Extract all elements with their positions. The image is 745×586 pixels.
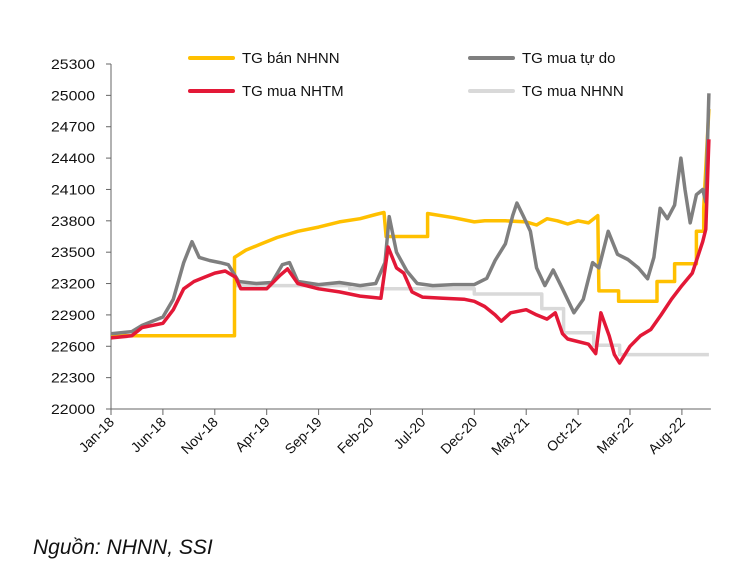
x-tick-label: Aug-22	[645, 414, 688, 457]
legend-item: TG mua NHNN	[468, 83, 624, 100]
line-chart: 22000 22300 22600 22900 23200 23500 23800 24100…	[51, 50, 711, 458]
y-tick-label: 22300	[51, 370, 95, 386]
legend-label: TG bán NHNN	[242, 50, 340, 67]
y-tick-label: 23200	[51, 276, 95, 292]
series-line-1	[111, 108, 711, 338]
x-tick-label: Sep-19	[281, 414, 324, 457]
y-tick-label: 24100	[51, 181, 95, 197]
legend-label: TG mua NHTM	[242, 83, 344, 100]
y-tick-label: 24400	[51, 150, 95, 166]
series-line-2	[110, 93, 711, 336]
y-tick-label: 22000	[51, 401, 95, 417]
legend-item: TG mua NHTM	[188, 83, 344, 100]
y-tick-label: 22900	[51, 307, 95, 323]
x-tick-label: Mar-22	[593, 414, 636, 457]
series-line-0	[234, 283, 709, 357]
legend-item: TG bán NHNN	[188, 50, 340, 67]
x-tick-label: Nov-18	[178, 414, 221, 457]
legend-label: TG mua tự do	[522, 50, 615, 67]
y-tick-label: 25300	[51, 56, 95, 72]
x-tick-label: Jul-20	[390, 414, 428, 452]
x-tick-label: Feb-20	[334, 414, 377, 457]
y-tick-label: 24700	[51, 119, 95, 135]
x-tick-label: Jan-18	[76, 414, 118, 456]
legend-label: TG mua NHNN	[522, 83, 624, 100]
y-tick-label: 23500	[51, 244, 95, 260]
x-tick-label: Oct-21	[543, 414, 584, 455]
legend-item: TG mua tự do	[468, 50, 615, 67]
y-tick-label: 25000	[51, 87, 95, 103]
source-note: Nguồn: NHNN, SSI	[33, 536, 213, 559]
x-tick-label: Dec-20	[437, 414, 480, 457]
series-line-3	[110, 139, 711, 365]
x-tick-label: Apr-19	[232, 414, 273, 455]
y-tick-label: 22600	[51, 338, 95, 354]
x-tick-label: May-21	[488, 414, 532, 458]
y-tick-label: 23800	[51, 213, 95, 229]
x-tick-label: Jun-18	[127, 414, 169, 456]
